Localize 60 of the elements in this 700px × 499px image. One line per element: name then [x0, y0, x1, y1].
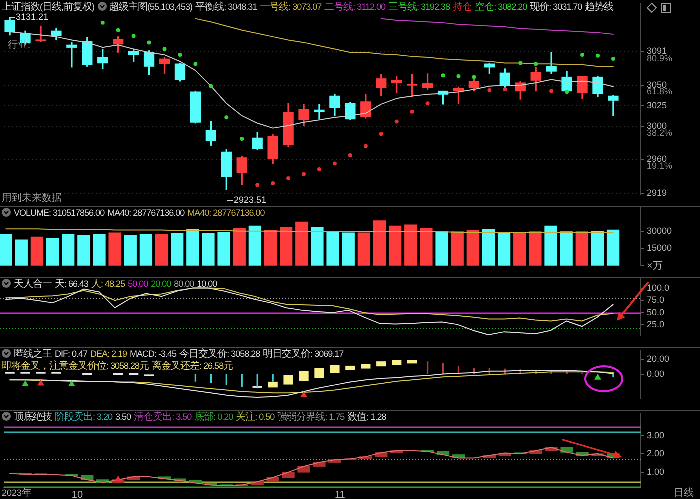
- text: 持仓: [453, 2, 472, 13]
- text: DIF: 0.47: [55, 349, 88, 359]
- y-tick-label: ×万: [647, 260, 663, 272]
- ref-line-label: 阶段卖出: 3.20: [55, 412, 113, 423]
- y-tick-label: 25.0: [647, 320, 665, 330]
- ref-line-label: 关注: 0.50: [236, 412, 275, 423]
- ref-line-label: 强弱分界线: 1.75: [278, 412, 345, 423]
- annotation: 即将金叉，注意金叉价位: 3058.28元: [2, 361, 150, 372]
- chart-title: VOLUME: 310517856.00: [14, 208, 105, 218]
- annotation: 3131.21: [16, 12, 49, 22]
- text: 空仓: 3082.20: [475, 2, 528, 13]
- series-label: 人: 48.25: [92, 279, 126, 290]
- text: 一号线: 3073.07: [260, 2, 322, 13]
- annotation: 10.00: [197, 279, 218, 289]
- ref-line-label: 20.00: [151, 279, 172, 289]
- y-tick-label: 100.0: [647, 282, 670, 293]
- x-tick-label: 11: [334, 490, 346, 499]
- annotation: 明日交叉价: 3069.17: [263, 349, 344, 360]
- text: DEA: 2.19: [90, 349, 128, 359]
- series-label: MA40: 287767136.00: [108, 208, 185, 218]
- y-tick-label: 15000: [647, 243, 672, 254]
- annotation: 今日交叉价: 3058.28: [180, 349, 260, 360]
- annotation: 现价: 3031.70: [530, 2, 582, 13]
- text: 2923.51: [234, 195, 267, 205]
- text: 日线: [674, 488, 694, 499]
- y-tick-label: 2.00: [647, 448, 665, 459]
- chart-title: 上证指数(日线,前复权): [2, 2, 95, 13]
- y2-tick-label: 38.2%: [647, 128, 673, 138]
- chart-title: 顶底绝技: [14, 412, 52, 423]
- annotation: 离金叉还差: 26.58元: [152, 361, 234, 372]
- series-label: 天: 66.43: [55, 279, 89, 290]
- legend-label: 三号线: 3192.38: [388, 2, 450, 13]
- chart-title: 匿线之王: [14, 349, 52, 360]
- y-tick-label: 1.00: [647, 466, 665, 477]
- ref-line-label: 底部: 0.20: [194, 412, 234, 423]
- ref-line-label: 80.00: [174, 279, 194, 289]
- y2-tick-label: 19.1%: [647, 161, 673, 172]
- annotation: 趋势线: [585, 2, 614, 13]
- y-tick-label: 50.0: [647, 307, 665, 318]
- ref-line-label: 50.00: [128, 279, 148, 289]
- y-tick-label: 20.00: [647, 354, 670, 364]
- x-tick-label: 10: [72, 490, 84, 499]
- annotation: 行业:: [8, 40, 31, 51]
- y-tick-label: 3025: [647, 100, 668, 111]
- text: 平衡线: 3048.31: [196, 2, 258, 13]
- y-tick-label: 0.00: [647, 368, 665, 379]
- text: 2023年: [2, 488, 32, 499]
- series-label: 二号线: 3112.00: [324, 2, 386, 13]
- ref-line-label: 清仓卖出: 3.50: [134, 412, 192, 423]
- annotation: 用到未来数据: [2, 193, 62, 204]
- chart-title: 天人合一: [14, 279, 52, 290]
- y-tick-label: 3.00: [647, 430, 665, 440]
- annotation: 数值: 1.28: [348, 412, 386, 423]
- y-tick-label: 75.0: [647, 295, 665, 306]
- annotation: MA40: 287767136.00: [188, 208, 265, 218]
- annotation: 3.50: [116, 412, 132, 422]
- y-tick-label: 30000: [647, 226, 672, 236]
- chart-subtitle: 超级主图(55,103,453): [110, 2, 193, 13]
- y-tick-label: 2919: [647, 188, 668, 198]
- annotation: MACD: -3.45: [130, 349, 177, 359]
